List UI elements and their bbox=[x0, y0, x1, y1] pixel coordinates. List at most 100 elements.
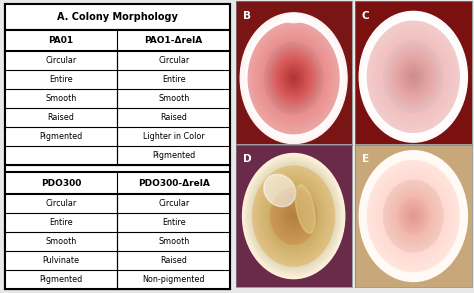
Circle shape bbox=[289, 73, 298, 84]
Circle shape bbox=[383, 180, 443, 252]
Circle shape bbox=[370, 25, 456, 129]
Circle shape bbox=[412, 76, 414, 78]
Circle shape bbox=[275, 55, 312, 101]
Circle shape bbox=[403, 65, 423, 89]
Circle shape bbox=[359, 151, 467, 282]
Circle shape bbox=[254, 167, 334, 265]
Circle shape bbox=[245, 18, 343, 138]
Circle shape bbox=[377, 33, 449, 120]
Text: Pigmented: Pigmented bbox=[152, 151, 195, 160]
Circle shape bbox=[249, 24, 338, 133]
Circle shape bbox=[366, 20, 460, 133]
Circle shape bbox=[256, 33, 331, 124]
Circle shape bbox=[271, 50, 317, 107]
Circle shape bbox=[288, 209, 300, 223]
Circle shape bbox=[407, 69, 419, 84]
Text: Entire: Entire bbox=[162, 218, 185, 227]
Circle shape bbox=[248, 23, 339, 134]
Circle shape bbox=[404, 205, 422, 227]
Circle shape bbox=[372, 166, 455, 266]
Circle shape bbox=[255, 31, 332, 125]
Circle shape bbox=[372, 27, 455, 127]
Circle shape bbox=[250, 25, 337, 132]
Circle shape bbox=[269, 186, 319, 246]
Circle shape bbox=[264, 42, 323, 114]
Circle shape bbox=[375, 170, 451, 262]
Circle shape bbox=[400, 200, 427, 232]
Circle shape bbox=[262, 39, 326, 117]
Text: Non-pigmented: Non-pigmented bbox=[142, 275, 205, 284]
Text: PDO300-ΔrelA: PDO300-ΔrelA bbox=[138, 179, 210, 188]
Circle shape bbox=[274, 54, 313, 102]
Circle shape bbox=[256, 170, 331, 262]
Circle shape bbox=[292, 76, 295, 80]
Circle shape bbox=[269, 48, 319, 109]
Circle shape bbox=[264, 180, 323, 253]
Circle shape bbox=[252, 27, 336, 130]
Circle shape bbox=[283, 202, 305, 230]
Circle shape bbox=[398, 58, 428, 95]
Circle shape bbox=[405, 67, 421, 87]
Circle shape bbox=[279, 60, 309, 97]
Circle shape bbox=[407, 208, 419, 224]
Circle shape bbox=[284, 205, 303, 228]
Circle shape bbox=[293, 215, 294, 217]
Circle shape bbox=[272, 189, 316, 243]
Circle shape bbox=[359, 11, 467, 142]
Circle shape bbox=[264, 41, 324, 115]
Circle shape bbox=[383, 41, 443, 113]
Circle shape bbox=[401, 202, 425, 230]
Circle shape bbox=[247, 159, 340, 273]
Circle shape bbox=[408, 209, 419, 223]
Circle shape bbox=[273, 191, 314, 241]
Circle shape bbox=[244, 17, 344, 139]
Text: E: E bbox=[362, 154, 369, 164]
Circle shape bbox=[387, 45, 439, 108]
Circle shape bbox=[411, 214, 415, 218]
Circle shape bbox=[283, 204, 304, 229]
Circle shape bbox=[284, 66, 303, 90]
Circle shape bbox=[283, 65, 304, 91]
Circle shape bbox=[261, 38, 327, 118]
Circle shape bbox=[392, 51, 435, 103]
Ellipse shape bbox=[295, 185, 315, 233]
Text: C: C bbox=[362, 11, 369, 21]
Circle shape bbox=[394, 193, 432, 239]
Circle shape bbox=[386, 183, 440, 249]
Circle shape bbox=[378, 173, 448, 259]
Circle shape bbox=[373, 28, 454, 126]
Circle shape bbox=[401, 201, 426, 231]
Text: D: D bbox=[243, 154, 251, 164]
Circle shape bbox=[376, 171, 450, 261]
Text: Raised: Raised bbox=[160, 256, 187, 265]
Circle shape bbox=[243, 16, 345, 140]
Circle shape bbox=[401, 63, 425, 91]
Circle shape bbox=[406, 68, 420, 86]
Circle shape bbox=[363, 16, 464, 138]
Circle shape bbox=[250, 163, 337, 269]
Text: Pigmented: Pigmented bbox=[39, 132, 82, 141]
Circle shape bbox=[367, 161, 459, 272]
Circle shape bbox=[399, 59, 428, 94]
Circle shape bbox=[391, 189, 436, 243]
Circle shape bbox=[381, 38, 446, 116]
Text: Smooth: Smooth bbox=[158, 237, 189, 246]
Circle shape bbox=[375, 31, 451, 122]
Circle shape bbox=[366, 159, 460, 273]
Circle shape bbox=[246, 19, 342, 137]
Circle shape bbox=[385, 182, 441, 250]
Circle shape bbox=[282, 64, 305, 92]
Circle shape bbox=[364, 17, 463, 137]
Circle shape bbox=[410, 212, 417, 220]
Circle shape bbox=[277, 196, 310, 236]
Circle shape bbox=[268, 47, 319, 110]
Circle shape bbox=[374, 30, 452, 124]
Circle shape bbox=[404, 66, 422, 88]
Circle shape bbox=[259, 173, 328, 259]
Text: Lighter in Color: Lighter in Color bbox=[143, 132, 204, 141]
Circle shape bbox=[243, 154, 345, 279]
Circle shape bbox=[263, 40, 325, 116]
Circle shape bbox=[399, 199, 428, 234]
Circle shape bbox=[246, 158, 341, 275]
Circle shape bbox=[379, 175, 447, 258]
